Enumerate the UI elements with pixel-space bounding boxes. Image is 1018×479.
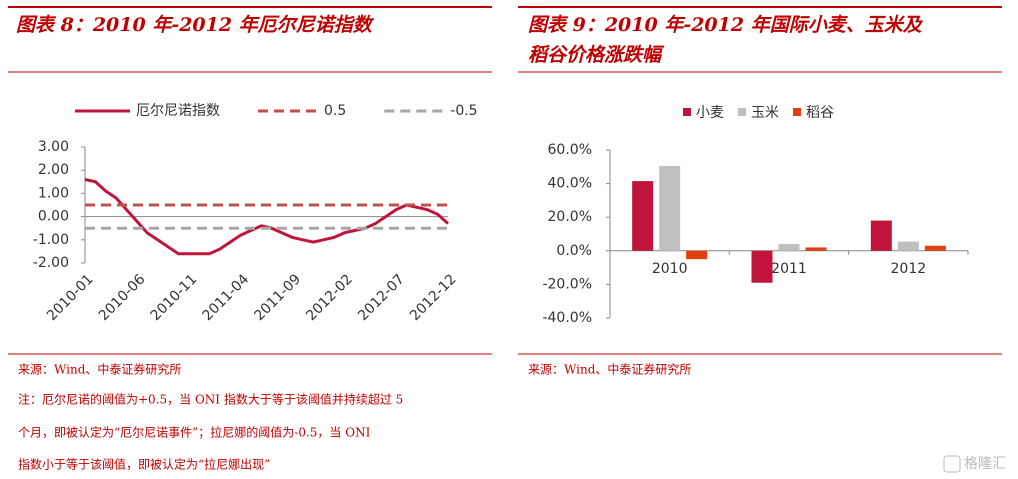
title: 稻谷价格涨跌幅 <box>528 44 665 66</box>
x-tick-label: 2012-02 <box>303 271 356 324</box>
legend-swatch <box>793 108 801 116</box>
y-tick-label: -40.0% <box>542 310 592 326</box>
y-tick-label: 40.0% <box>548 176 592 192</box>
legend-label: 厄尔尼诺指数 <box>136 103 220 119</box>
bar <box>870 220 892 251</box>
bar <box>924 245 946 251</box>
y-tick-label: 0.0% <box>556 243 592 259</box>
note: 注：厄尔尼诺的阈值为+0.5，当 ONI 指数大于等于该阈值并持续超过 5 <box>18 392 403 407</box>
bar <box>778 244 800 251</box>
x-tick-label: 2011-04 <box>200 271 253 324</box>
y-tick-label: 60.0% <box>548 142 592 158</box>
x-tick-label: 2010 <box>652 261 688 277</box>
y-tick-label: -20.0% <box>542 276 592 292</box>
y-tick-label: 0.00 <box>38 209 69 225</box>
source: 来源：Wind、中泰证券研究所 <box>528 362 691 377</box>
legend-label: -0.5 <box>450 103 477 119</box>
y-tick-label: 20.0% <box>548 209 592 225</box>
bar <box>686 250 708 260</box>
x-tick-label: 2012 <box>891 261 927 277</box>
watermark: 格隆汇 <box>964 456 1006 472</box>
x-tick-label: 2010-11 <box>148 271 201 324</box>
x-tick-label: 2010-01 <box>44 271 97 324</box>
x-tick-label: 2010-06 <box>96 271 149 324</box>
legend-label: 小麦 <box>696 105 724 121</box>
y-tick-label: 2.00 <box>38 162 69 178</box>
x-tick-label: 2011 <box>771 261 807 277</box>
note: 指数小于等于该阈值，即被认定为“拉尼娜出现” <box>18 457 270 472</box>
legend-swatch <box>683 108 691 116</box>
legend-label: 稻谷 <box>806 105 834 121</box>
y-tick-label: -1.00 <box>33 232 69 248</box>
bar <box>751 250 773 283</box>
bar <box>897 241 919 251</box>
watermark-icon <box>943 455 961 473</box>
legend-label: 0.5 <box>324 103 346 119</box>
x-tick-label: 2011-09 <box>251 271 304 324</box>
x-tick-label: 2012-07 <box>355 271 408 324</box>
x-tick-label: 2012-12 <box>407 271 460 324</box>
bar <box>632 181 654 251</box>
y-tick-label: -2.00 <box>33 255 69 271</box>
note: 个月，即被认定为“厄尔尼诺事件”；拉尼娜的阈值为-0.5，当 ONI <box>18 425 371 440</box>
legend-label: 玉米 <box>751 105 779 121</box>
title: 图表 8：2010 年-2012 年厄尔尼诺指数 <box>16 14 375 36</box>
legend-swatch <box>738 108 746 116</box>
source: 来源：Wind、中泰证券研究所 <box>18 362 181 377</box>
y-tick-label: 1.00 <box>38 185 69 201</box>
title: 图表 9：2010 年-2012 年国际小麦、玉米及 <box>528 14 924 36</box>
bar <box>805 247 827 251</box>
bar <box>659 165 681 251</box>
y-tick-label: 3.00 <box>38 139 69 155</box>
